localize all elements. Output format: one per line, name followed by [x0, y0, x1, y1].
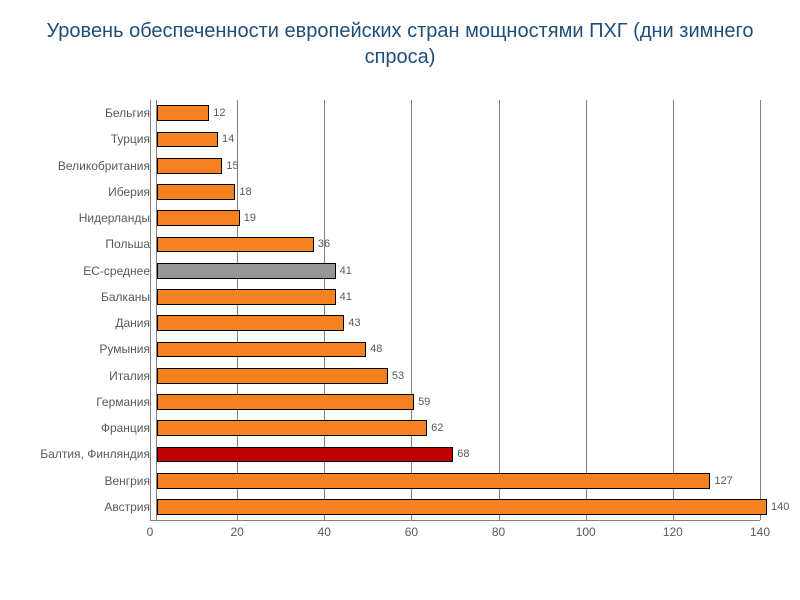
category-label: Бельгия: [20, 106, 156, 120]
bar-value-label: 43: [348, 317, 360, 329]
bar-row: Балканы 41: [20, 284, 780, 310]
bar-row: Польша 36: [20, 231, 780, 257]
category-label: Румыния: [20, 342, 156, 356]
category-label: Балтия, Финляндия: [20, 447, 156, 461]
category-label: Германия: [20, 395, 156, 409]
bar-row: Румыния 48: [20, 336, 780, 362]
bar-track: 48: [156, 336, 780, 362]
bar-track: 19: [156, 205, 780, 231]
bar-track: 41: [156, 284, 780, 310]
bar: [157, 263, 336, 279]
bar-value-label: 15: [226, 160, 238, 172]
bar: [157, 184, 235, 200]
category-label: Великобритания: [20, 159, 156, 173]
bar: [157, 315, 344, 331]
bar: [157, 289, 336, 305]
category-label: Балканы: [20, 290, 156, 304]
bar-row: ЕС-среднее 41: [20, 258, 780, 284]
bar-value-label: 36: [318, 238, 330, 250]
bar-track: 15: [156, 153, 780, 179]
bar-row: Германия 59: [20, 389, 780, 415]
bar-track: 36: [156, 231, 780, 257]
category-label: Польша: [20, 237, 156, 251]
bar: [157, 132, 218, 148]
x-tick-label: 100: [576, 525, 596, 539]
bar-value-label: 48: [370, 343, 382, 355]
bar: [157, 420, 427, 436]
category-label: Австрия: [20, 500, 156, 514]
bar: [157, 342, 366, 358]
bar-row: Франция 62: [20, 415, 780, 441]
bar-row: Великобритания 15: [20, 153, 780, 179]
x-tick-label: 120: [663, 525, 683, 539]
x-tick-label: 140: [750, 525, 770, 539]
bar-track: 43: [156, 310, 780, 336]
x-axis: 020406080100120140: [150, 520, 760, 545]
plot-area: Бельгия 12 Турция 14 Великобритания 15 Иберия 1…: [20, 100, 780, 520]
bar-row: Венгрия 127: [20, 468, 780, 494]
bar-track: 62: [156, 415, 780, 441]
x-tick-label: 0: [147, 525, 154, 539]
x-tick-label: 60: [405, 525, 418, 539]
bar-row: Нидерланды 19: [20, 205, 780, 231]
bar-row: Балтия, Финляндия 68: [20, 441, 780, 467]
bar-value-label: 18: [239, 186, 251, 198]
bar-value-label: 53: [392, 370, 404, 382]
category-label: Нидерланды: [20, 211, 156, 225]
x-tick-label: 40: [318, 525, 331, 539]
x-tick-label: 20: [230, 525, 243, 539]
category-label: ЕС-среднее: [20, 264, 156, 278]
x-tick-label: 80: [492, 525, 505, 539]
bar: [157, 237, 314, 253]
bar-row: Бельгия 12: [20, 100, 780, 126]
category-label: Венгрия: [20, 474, 156, 488]
bar-value-label: 59: [418, 396, 430, 408]
bar-track: 53: [156, 363, 780, 389]
category-label: Дания: [20, 316, 156, 330]
bar-track: 140: [156, 494, 780, 520]
bar: [157, 158, 222, 174]
bar-track: 68: [156, 441, 780, 467]
category-label: Италия: [20, 369, 156, 383]
category-label: Иберия: [20, 185, 156, 199]
bar-value-label: 41: [340, 265, 352, 277]
bar: [157, 447, 453, 463]
bar: [157, 473, 710, 489]
bar-track: 14: [156, 126, 780, 152]
bar-value-label: 68: [457, 448, 469, 460]
chart-title: Уровень обеспеченности европейских стран…: [0, 0, 800, 80]
bar-row: Италия 53: [20, 363, 780, 389]
bar-track: 59: [156, 389, 780, 415]
bar: [157, 210, 240, 226]
bar: [157, 394, 414, 410]
bar: [157, 105, 209, 121]
bar-track: 41: [156, 258, 780, 284]
category-label: Турция: [20, 132, 156, 146]
bar-row: Иберия 18: [20, 179, 780, 205]
bar-value-label: 12: [213, 107, 225, 119]
bar-value-label: 140: [771, 501, 789, 513]
bar-track: 127: [156, 468, 780, 494]
bar-row: Турция 14: [20, 126, 780, 152]
bar-track: 12: [156, 100, 780, 126]
bar-value-label: 127: [714, 475, 732, 487]
bar: [157, 499, 767, 515]
bar-value-label: 41: [340, 291, 352, 303]
bar-row: Дания 43: [20, 310, 780, 336]
bar-row: Австрия140: [20, 494, 780, 520]
bar-value-label: 19: [244, 212, 256, 224]
bar-track: 18: [156, 179, 780, 205]
bar: [157, 368, 388, 384]
bar-value-label: 14: [222, 133, 234, 145]
bar-value-label: 62: [431, 422, 443, 434]
category-label: Франция: [20, 421, 156, 435]
chart-container: Бельгия 12 Турция 14 Великобритания 15 Иберия 1…: [20, 100, 780, 545]
